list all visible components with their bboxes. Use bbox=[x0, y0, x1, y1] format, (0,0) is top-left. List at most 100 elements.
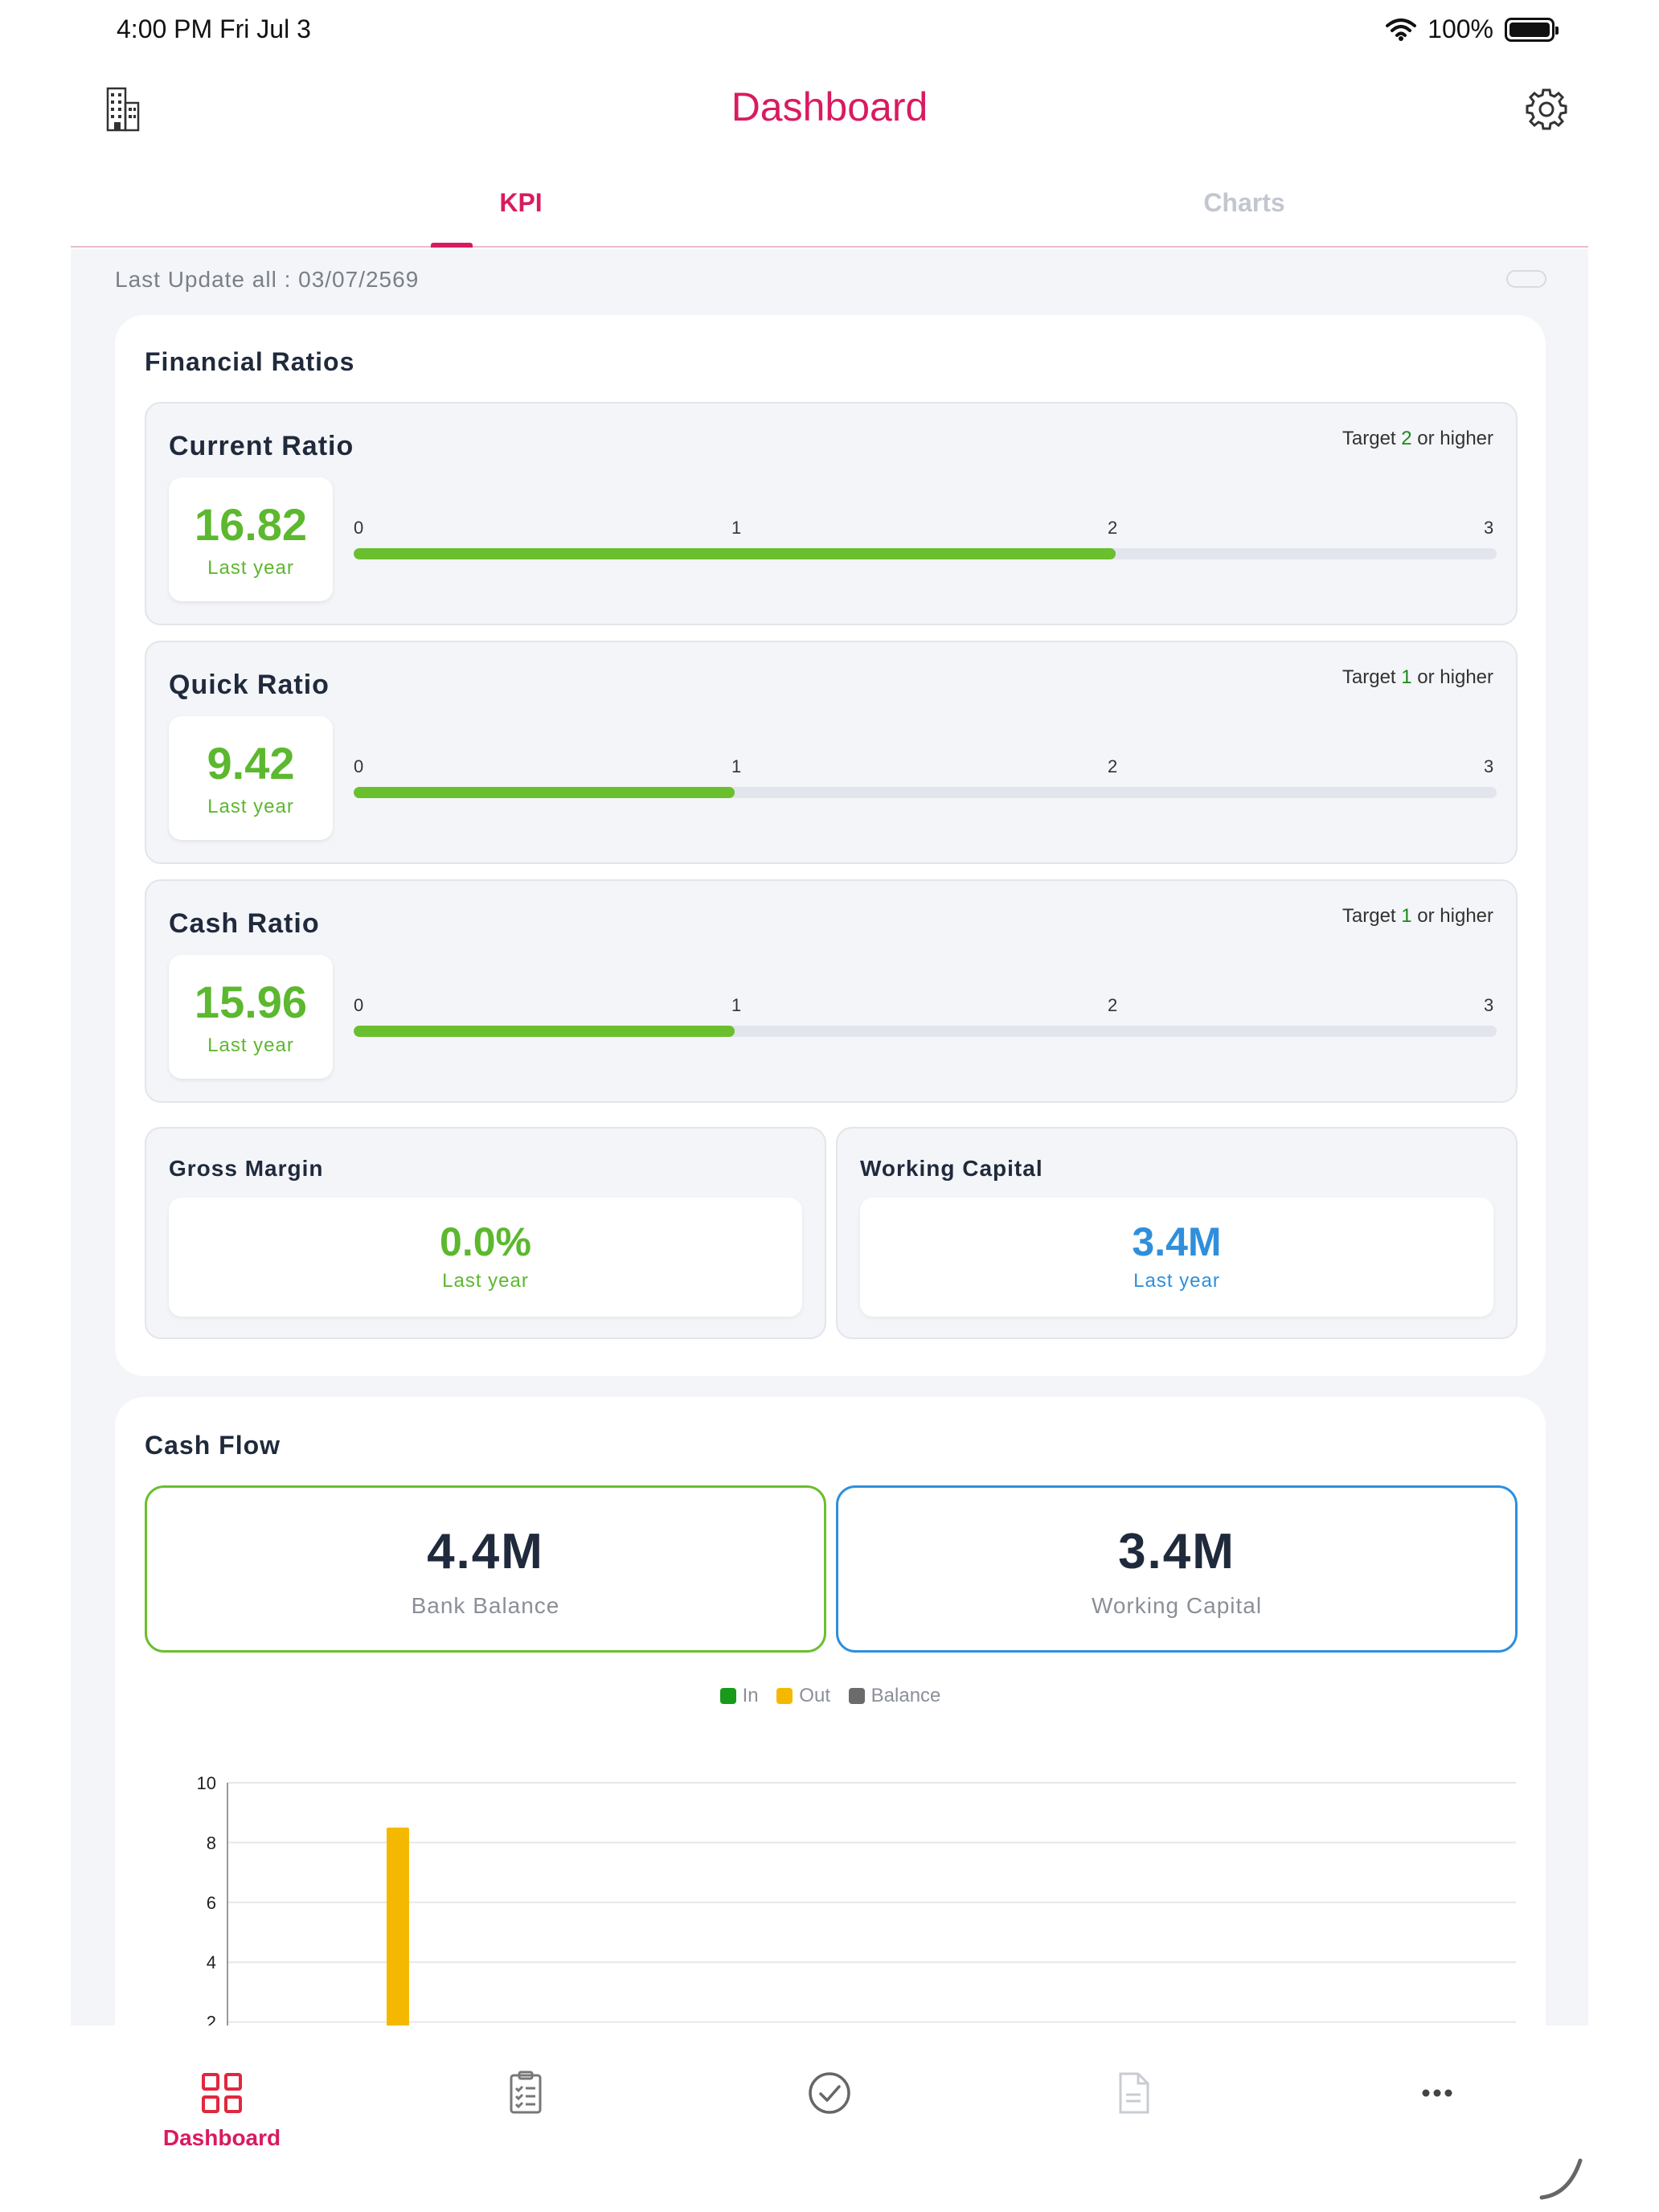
document-icon bbox=[1119, 2072, 1149, 2114]
tick-label: 0 bbox=[354, 756, 364, 776]
ratio-progress-fill bbox=[354, 1026, 735, 1037]
tick-label: 1 bbox=[731, 995, 742, 1015]
y-tick-label: 8 bbox=[207, 1833, 216, 1853]
tick-label: 1 bbox=[731, 756, 742, 776]
check-circle-icon bbox=[809, 2072, 850, 2114]
ratio-value-tile: 16.82 Last year bbox=[169, 477, 333, 601]
y-tick-label: 2 bbox=[207, 2013, 216, 2026]
target-value: 1 bbox=[1401, 905, 1412, 927]
cash-flow-title: Cash Flow bbox=[145, 1431, 281, 1460]
legend-item-out[interactable]: Out bbox=[776, 1685, 830, 1707]
nav-dashboard[interactable]: Dashboard bbox=[133, 2071, 310, 2151]
bottom-nav: Dashboard bbox=[0, 2026, 1659, 2212]
y-tick-label: 4 bbox=[207, 1952, 216, 1972]
ratio-sub: Last year bbox=[207, 1034, 294, 1056]
page-title: Dashboard bbox=[731, 84, 928, 129]
current-ratio-box: Current Ratio Target 2 or higher 16.82 L… bbox=[145, 402, 1518, 625]
tick-label: 1 bbox=[731, 518, 742, 538]
ratio-progress-track bbox=[354, 1026, 1497, 1037]
last-update-text: Last Update all : 03/07/2569 bbox=[115, 267, 420, 292]
cash-ratio-box: Cash Ratio Target 1 or higher 15.96 Last… bbox=[145, 879, 1518, 1103]
ratio-value: 15.96 bbox=[194, 977, 308, 1027]
cash-flow-chart: 0246810in millions bbox=[197, 1773, 1516, 2026]
ratio-name: Cash Ratio bbox=[169, 908, 320, 939]
target-value: 1 bbox=[1401, 666, 1412, 688]
tick-label: 3 bbox=[1484, 518, 1494, 538]
y-tick-label: 10 bbox=[197, 1773, 216, 1793]
bank-balance-box: 4.4M Bank Balance bbox=[145, 1485, 826, 1653]
target-suffix: or higher bbox=[1411, 905, 1493, 927]
tab-kpi[interactable]: KPI bbox=[499, 188, 543, 217]
nav-document[interactable] bbox=[1045, 2071, 1222, 2116]
legend-item-in[interactable]: In bbox=[719, 1685, 759, 1707]
status-time: 4:00 PM Fri Jul 3 bbox=[117, 14, 311, 43]
ratio-sub: Last year bbox=[207, 796, 294, 817]
cash-working-capital-value: 3.4M bbox=[1118, 1524, 1235, 1579]
gross-margin-sub: Last year bbox=[442, 1270, 529, 1292]
tick-label: 2 bbox=[1108, 756, 1118, 776]
nav-approve[interactable] bbox=[741, 2071, 918, 2116]
ratio-name: Current Ratio bbox=[169, 431, 354, 461]
tick-label: 3 bbox=[1484, 995, 1494, 1015]
working-capital-title: Working Capital bbox=[860, 1156, 1043, 1181]
scroll-content[interactable]: Last Update all : 03/07/2569 Financial R… bbox=[71, 249, 1588, 2026]
tick-label: 3 bbox=[1484, 756, 1494, 776]
working-capital-sub: Last year bbox=[1133, 1270, 1220, 1292]
y-tick-label: 6 bbox=[207, 1893, 216, 1913]
toggle-pill[interactable] bbox=[1506, 270, 1546, 288]
nav-dashboard-label: Dashboard bbox=[162, 2125, 281, 2150]
target-prefix: Target bbox=[1342, 905, 1402, 927]
legend-label: Out bbox=[799, 1685, 830, 1706]
ratio-progress-fill bbox=[354, 787, 735, 798]
legend-label: In bbox=[742, 1685, 759, 1706]
quick-ratio-box: Quick Ratio Target 1 or higher 9.42 Last… bbox=[145, 641, 1518, 864]
tick-label: 2 bbox=[1108, 995, 1118, 1015]
battery-icon bbox=[1505, 17, 1559, 42]
legend-swatch bbox=[848, 1688, 865, 1704]
ratio-target: Target 1 or higher bbox=[1342, 905, 1493, 928]
gross-margin-value: 0.0% bbox=[440, 1219, 531, 1264]
bank-balance-label: Bank Balance bbox=[411, 1593, 560, 1618]
ratio-value: 9.42 bbox=[207, 738, 295, 789]
target-suffix: or higher bbox=[1411, 666, 1493, 688]
nav-checklist[interactable] bbox=[437, 2071, 614, 2116]
battery-percent: 100% bbox=[1428, 14, 1493, 43]
nav-more[interactable] bbox=[1349, 2071, 1526, 2116]
ratio-progress-track bbox=[354, 548, 1497, 559]
tick-label: 2 bbox=[1108, 518, 1118, 538]
ratio-value-tile: 15.96 Last year bbox=[169, 955, 333, 1079]
status-bar: 4:00 PM Fri Jul 3 100% bbox=[0, 0, 1659, 58]
cash-working-capital-box: 3.4M Working Capital bbox=[836, 1485, 1518, 1653]
gross-margin-title: Gross Margin bbox=[169, 1156, 324, 1181]
ratio-target: Target 1 or higher bbox=[1342, 666, 1493, 689]
tab-active-indicator bbox=[431, 243, 473, 248]
ratio-progress-fill bbox=[354, 548, 1116, 559]
ratio-value-tile: 9.42 Last year bbox=[169, 716, 333, 840]
cash-working-capital-label: Working Capital bbox=[1091, 1593, 1263, 1618]
target-suffix: or higher bbox=[1411, 428, 1493, 449]
chart-legend: In Out Balance bbox=[115, 1685, 1546, 1707]
legend-label: Balance bbox=[870, 1685, 941, 1706]
legend-swatch bbox=[719, 1688, 736, 1704]
wifi-icon bbox=[1386, 18, 1417, 41]
ratio-name: Quick Ratio bbox=[169, 670, 330, 700]
working-capital-tile: 3.4M Last year bbox=[860, 1198, 1493, 1317]
gross-margin-box: Gross Margin 0.0% Last year bbox=[145, 1127, 826, 1339]
financial-ratios-card: Financial Ratios Current Ratio Target 2 … bbox=[115, 315, 1546, 1376]
more-icon bbox=[1422, 2089, 1452, 2097]
gear-icon[interactable] bbox=[1524, 87, 1569, 132]
financial-ratios-title: Financial Ratios bbox=[145, 347, 355, 376]
cash-flow-card: Cash Flow 4.4M Bank Balance 3.4M Working… bbox=[115, 1397, 1546, 2026]
app-header: Dashboard bbox=[0, 64, 1659, 153]
tab-charts[interactable]: Charts bbox=[1203, 188, 1285, 217]
building-icon[interactable] bbox=[103, 85, 141, 133]
checklist-icon bbox=[510, 2071, 542, 2114]
gross-margin-tile: 0.0% Last year bbox=[169, 1198, 802, 1317]
working-capital-value: 3.4M bbox=[1132, 1219, 1222, 1264]
legend-item-balance[interactable]: Balance bbox=[848, 1685, 941, 1707]
bar-out bbox=[387, 1827, 409, 2026]
target-prefix: Target bbox=[1342, 428, 1402, 449]
bank-balance-value: 4.4M bbox=[427, 1524, 544, 1579]
scroll-indicator-icon bbox=[1539, 2158, 1583, 2200]
status-right: 100% bbox=[1386, 14, 1559, 44]
